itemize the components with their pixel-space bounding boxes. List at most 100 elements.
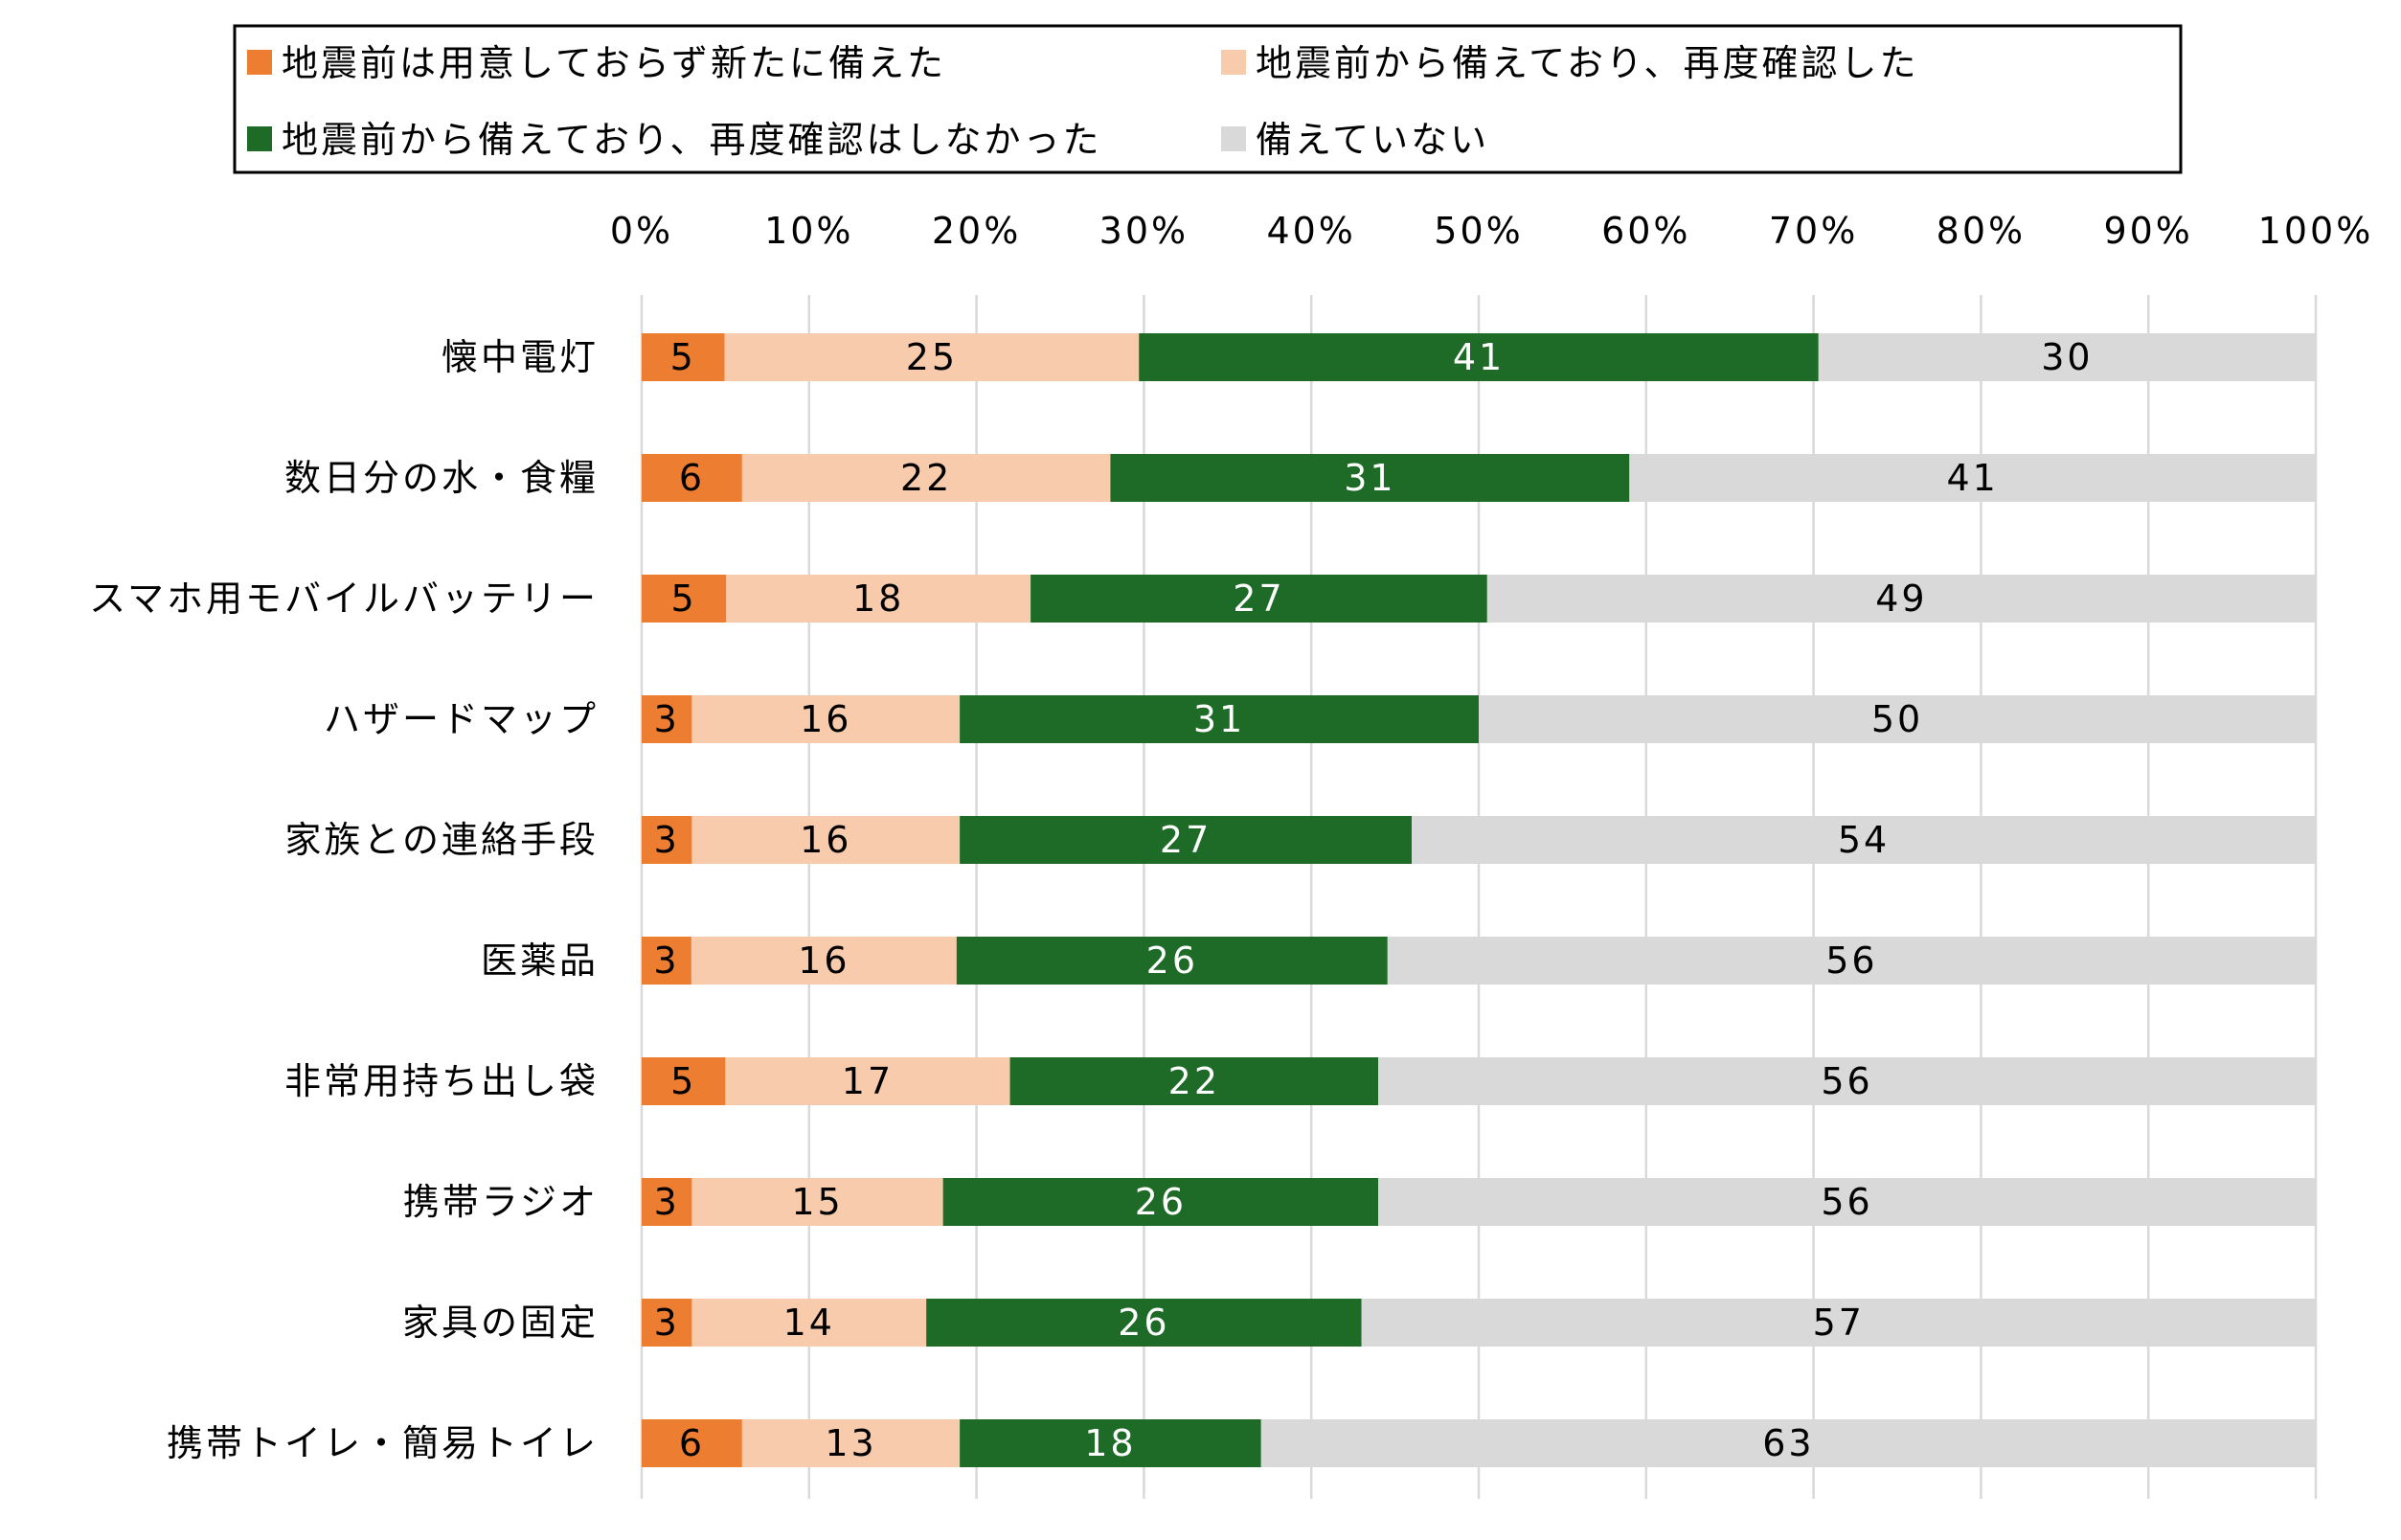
data-label-r10-s1: 6 xyxy=(679,1422,705,1464)
data-label-r7-s2: 17 xyxy=(842,1060,894,1102)
legend: 地震前は用意しておらず新たに備えた 地震前から備えており、再度確認した地震前から備… xyxy=(233,24,2183,174)
data-label-r3-s3: 27 xyxy=(1233,578,1284,620)
data-label-r3-s4: 49 xyxy=(1875,578,1927,620)
data-label-r1-s3: 41 xyxy=(1453,336,1505,378)
data-label-r7-s4: 56 xyxy=(1821,1060,1872,1102)
data-label-r5-s4: 54 xyxy=(1838,819,1890,861)
data-label-r2-s4: 41 xyxy=(1946,457,1998,499)
bar-segment-r3-s4 xyxy=(1486,575,2316,623)
x-tick-label-1: 10% xyxy=(764,210,853,252)
data-label-r4-s1: 3 xyxy=(654,698,680,740)
bar-segment-r10-s2 xyxy=(741,1419,961,1467)
bar-segment-r9-s2 xyxy=(691,1299,927,1347)
bar-segment-r7-s3 xyxy=(1009,1057,1379,1105)
legend-label-3: 地震前から備えており、再度確認はしなかった xyxy=(282,119,1101,161)
data-label-r2-s1: 6 xyxy=(679,457,705,499)
data-label-r9-s2: 14 xyxy=(783,1302,835,1344)
data-label-r10-s3: 18 xyxy=(1084,1422,1136,1464)
x-tick-label-8: 80% xyxy=(1937,210,2026,252)
category-label-5: 家族との連絡手段 xyxy=(284,819,599,861)
data-label-r6-s3: 26 xyxy=(1146,940,1198,982)
bar-segment-r1-s1 xyxy=(642,333,725,381)
data-label-r6-s4: 56 xyxy=(1825,940,1877,982)
x-tick-label-0: 0% xyxy=(610,210,673,252)
bar-segment-r8-s1 xyxy=(642,1178,692,1226)
data-label-r5-s2: 16 xyxy=(800,819,851,861)
legend-swatch-3 xyxy=(247,126,272,151)
category-label-10: 携帯トイレ・簡易トイレ xyxy=(167,1422,599,1464)
bar-segment-r4-s2 xyxy=(691,695,961,743)
data-label-r3-s1: 5 xyxy=(671,578,697,620)
legend-label-1: 地震前は用意しておらず新たに備えた xyxy=(282,42,946,84)
legend-swatch-2 xyxy=(1221,50,1246,75)
bar-segment-r5-s3 xyxy=(960,816,1413,864)
data-label-r5-s1: 3 xyxy=(654,819,680,861)
bar-segment-r2-s4 xyxy=(1629,454,2316,502)
bar-segment-r8-s3 xyxy=(942,1178,1379,1226)
data-label-r4-s2: 16 xyxy=(800,698,851,740)
bar-segment-r8-s2 xyxy=(691,1178,943,1226)
legend-swatch-4 xyxy=(1221,126,1246,151)
bar-segment-r9-s3 xyxy=(926,1299,1362,1347)
x-tick-label-10: 100% xyxy=(2258,210,2374,252)
bar-segment-r7-s2 xyxy=(725,1057,1010,1105)
bar-segment-r3-s3 xyxy=(1031,575,1487,623)
bar-segment-r3-s1 xyxy=(642,575,727,623)
data-label-r3-s2: 18 xyxy=(852,578,904,620)
data-label-r4-s3: 31 xyxy=(1193,698,1245,740)
data-label-r8-s1: 3 xyxy=(654,1181,680,1223)
bar-segment-r2-s1 xyxy=(642,454,742,502)
data-label-r8-s3: 26 xyxy=(1135,1181,1187,1223)
bar-segment-r3-s2 xyxy=(726,575,1031,623)
bar-segment-r4-s4 xyxy=(1479,695,2316,743)
category-labels: 懐中電灯数日分の水・食糧スマホ用モバイルバッテリーハザードマップ家族との連絡手段… xyxy=(89,336,599,1464)
legend-box xyxy=(233,24,2183,174)
x-tick-label-4: 40% xyxy=(1266,210,1355,252)
x-tick-label-7: 70% xyxy=(1769,210,1858,252)
x-tick-label-2: 20% xyxy=(932,210,1021,252)
data-labels: 5 25 41 306 22 31 415 18 27 493 16 31 503 16 27 543 16 26… xyxy=(653,336,2093,1464)
bars xyxy=(642,333,2316,1467)
bar-segment-r7-s4 xyxy=(1378,1057,2316,1105)
bar-segment-r5-s1 xyxy=(642,816,692,864)
data-label-r4-s4: 50 xyxy=(1871,698,1923,740)
data-label-r6-s1: 3 xyxy=(653,940,679,982)
bar-segment-r6-s1 xyxy=(642,937,691,985)
bar-segment-r4-s3 xyxy=(960,695,1479,743)
bar-segment-r5-s4 xyxy=(1412,816,2316,864)
data-label-r2-s3: 31 xyxy=(1344,457,1395,499)
data-label-r9-s4: 57 xyxy=(1813,1302,1865,1344)
data-label-r9-s3: 26 xyxy=(1118,1302,1169,1344)
legend-swatch-1 xyxy=(247,50,272,75)
x-axis-ticks: 0% 10% 20% 30% 40% 50% 60% 70% 80% 90% 100% xyxy=(610,210,2374,252)
bar-segment-r9-s4 xyxy=(1361,1299,2316,1347)
legend-label-2: 地震前から備えており、再度確認した xyxy=(1256,42,1918,84)
category-label-8: 携帯ラジオ xyxy=(403,1181,599,1223)
x-tick-label-3: 30% xyxy=(1099,210,1189,252)
category-label-2: 数日分の水・食糧 xyxy=(284,457,599,499)
bar-segment-r9-s1 xyxy=(642,1299,692,1347)
data-label-r1-s4: 30 xyxy=(2041,336,2093,378)
data-label-r1-s1: 5 xyxy=(670,336,696,378)
category-label-9: 家具の固定 xyxy=(402,1302,599,1344)
category-label-1: 懐中電灯 xyxy=(442,336,599,378)
bar-segment-r1-s4 xyxy=(1818,333,2316,381)
x-tick-label-5: 50% xyxy=(1434,210,1523,252)
legend-label-4: 備えていない xyxy=(1256,119,1489,161)
bar-segment-r7-s1 xyxy=(642,1057,726,1105)
data-label-r9-s1: 3 xyxy=(654,1302,680,1344)
bar-segment-r2-s3 xyxy=(1110,454,1630,502)
bar-segment-r5-s2 xyxy=(691,816,961,864)
bar-segment-r10-s3 xyxy=(960,1419,1261,1467)
category-label-7: 非常用持ち出し袋 xyxy=(284,1060,599,1102)
bar-segment-r1-s2 xyxy=(724,333,1140,381)
data-label-r6-s2: 16 xyxy=(798,940,849,982)
bar-segment-r2-s2 xyxy=(741,454,1111,502)
category-label-4: ハザードマップ xyxy=(324,698,599,740)
bar-segment-r10-s1 xyxy=(642,1419,742,1467)
category-label-6: 医薬品 xyxy=(481,940,599,982)
bar-segment-r4-s1 xyxy=(642,695,692,743)
data-label-r2-s2: 22 xyxy=(900,457,952,499)
data-label-r10-s4: 63 xyxy=(1762,1422,1814,1464)
